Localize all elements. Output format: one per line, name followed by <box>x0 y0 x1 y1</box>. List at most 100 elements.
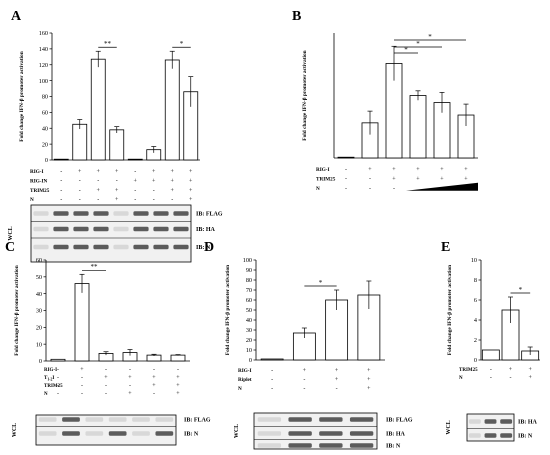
y-tick-label: 0 <box>249 357 252 364</box>
blot-band <box>319 443 343 448</box>
condition-mark: - <box>177 367 179 373</box>
condition-label: T1-2I <box>44 376 54 381</box>
blot-band <box>153 244 169 250</box>
y-axis-label: Fold change IFN-β promoter activation <box>302 50 308 140</box>
blot-band <box>173 211 189 216</box>
condition-mark: + <box>128 391 132 397</box>
condition-mark: + <box>464 176 468 182</box>
condition-mark: - <box>79 178 81 184</box>
blot-band <box>113 244 129 250</box>
condition-mark: + <box>171 178 175 184</box>
condition-mark: + <box>367 377 371 383</box>
condition-mark: - <box>60 169 62 175</box>
condition-mark: + <box>335 368 339 374</box>
y-tick-label: 160 <box>39 30 48 37</box>
blot-band <box>319 417 343 422</box>
condition-mark: - <box>81 391 83 397</box>
condition-mark: - <box>129 383 131 389</box>
bar <box>90 58 106 161</box>
blot-band <box>468 419 481 424</box>
condition-mark: - <box>105 367 107 373</box>
panel-letter: C <box>5 240 15 255</box>
panel-letter: A <box>11 9 22 24</box>
y-tick-label: 10 <box>471 257 477 264</box>
y-tick-label: 0 <box>45 157 48 164</box>
blot-band <box>257 417 282 422</box>
blot-band <box>85 431 104 436</box>
y-tick-label: 40 <box>36 291 42 298</box>
condition-mark: + <box>303 368 307 374</box>
panel-letter: E <box>441 240 450 255</box>
condition-mark: - <box>81 375 83 381</box>
condition-mark: + <box>440 176 444 182</box>
y-tick-label: 6 <box>474 297 477 304</box>
bar <box>170 354 186 362</box>
condition-mark: + <box>367 368 371 374</box>
condition-mark: - <box>510 375 512 381</box>
blot-band <box>484 433 497 438</box>
condition-mark: - <box>345 176 347 182</box>
blot-side-label: WCL <box>12 423 18 437</box>
condition-mark: - <box>60 197 62 203</box>
condition-mark: + <box>171 188 175 194</box>
blot-band <box>93 226 109 232</box>
western-blot: IB: FLAG IB: N WCL <box>12 414 211 446</box>
condition-mark: - <box>345 167 347 173</box>
y-tick-label: 60 <box>246 297 252 304</box>
condition-mark: - <box>490 375 492 381</box>
condition-mark: - <box>57 375 59 381</box>
y-tick-label: 70 <box>246 287 252 294</box>
condition-mark: + <box>134 178 138 184</box>
y-tick-label: 50 <box>36 274 42 281</box>
condition-mark: - <box>57 391 59 397</box>
condition-mark: + <box>509 367 513 373</box>
condition-mark: + <box>416 167 420 173</box>
blot-band <box>73 226 89 232</box>
condition-mark: + <box>189 169 193 175</box>
blot-band <box>484 419 497 424</box>
blot-band <box>288 443 312 448</box>
blot-band <box>53 226 69 232</box>
y-tick-label: 80 <box>246 277 252 284</box>
condition-mark: - <box>336 386 338 392</box>
panel-b: B Fold change IFN-β promoter activation * *… <box>292 9 478 192</box>
blot-band <box>113 211 129 216</box>
condition-mark: - <box>105 391 107 397</box>
blot-band-label: IB: FLAG <box>386 418 413 424</box>
condition-label: TRIM25 <box>316 176 336 182</box>
condition-mark: + <box>189 197 193 203</box>
blot-band <box>38 417 57 422</box>
condition-label: TRIM25 <box>44 384 63 389</box>
condition-mark: + <box>189 188 193 194</box>
bar <box>127 158 143 161</box>
y-tick-label: 90 <box>246 267 252 274</box>
blot-band-label: IB: N <box>518 434 533 440</box>
condition-mark: + <box>152 383 156 389</box>
blot-band <box>155 431 174 436</box>
panel-letter: D <box>204 240 214 255</box>
condition-mark: - <box>153 188 155 194</box>
condition-mark: - <box>134 169 136 175</box>
y-tick-label: 10 <box>246 347 252 354</box>
condition-label: RIG-I <box>316 167 330 173</box>
condition-mark: - <box>303 386 305 392</box>
blot-band <box>108 431 127 436</box>
condition-mark: - <box>57 383 59 389</box>
y-tick-label: 2 <box>474 337 477 344</box>
condition-label: RIG-IN <box>30 178 48 184</box>
condition-mark: + <box>189 178 193 184</box>
y-tick-label: 4 <box>474 317 477 324</box>
blot-band-label: IB: HA <box>386 432 406 438</box>
condition-mark: - <box>97 178 99 184</box>
blot-band <box>93 244 109 250</box>
y-tick-label: 60 <box>36 257 42 264</box>
blot-band <box>288 417 312 422</box>
condition-mark: - <box>369 176 371 182</box>
panel-e: E 0 2 4 6 8 10 Fold change IFN-β promoter activ… <box>441 240 540 442</box>
y-tick-label: 10 <box>36 341 42 348</box>
blot-band <box>53 244 69 250</box>
condition-mark: + <box>392 176 396 182</box>
condition-mark: + <box>104 375 108 381</box>
blot-band <box>153 211 169 216</box>
